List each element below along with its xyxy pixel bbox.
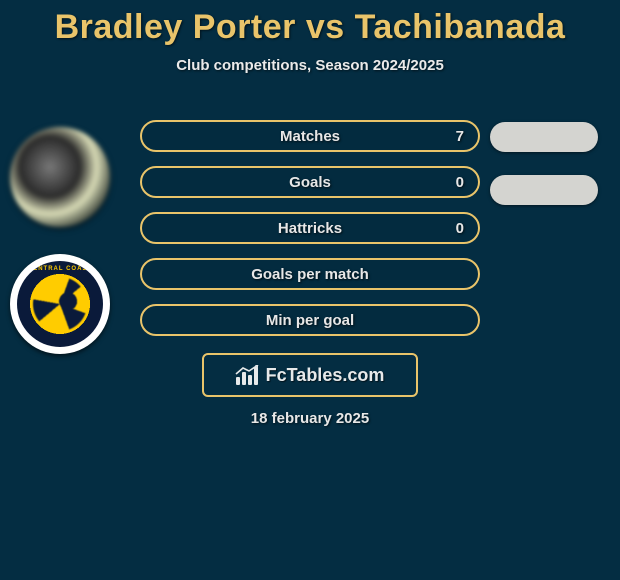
fctables-badge[interactable]: FcTables.com <box>202 353 418 397</box>
date-label: 18 february 2025 <box>0 410 620 427</box>
chart-icon <box>236 365 260 385</box>
stats-container: Matches 7 Goals 0 Hattricks 0 Goals per … <box>140 120 480 350</box>
stat-row-goals-per-match: Goals per match <box>140 258 480 290</box>
stat-label: Min per goal <box>142 312 478 329</box>
player2-club-badge: CENTRAL COAST <box>10 254 110 354</box>
stat-value-p1: 7 <box>456 128 464 145</box>
page-subtitle: Club competitions, Season 2024/2025 <box>0 57 620 74</box>
stat-row-matches: Matches 7 <box>140 120 480 152</box>
stat-label: Goals <box>142 174 478 191</box>
stat-row-min-per-goal: Min per goal <box>140 304 480 336</box>
stat-value-p1: 0 <box>456 220 464 237</box>
player1-avatar <box>10 127 110 227</box>
stat-value-p1: 0 <box>456 174 464 191</box>
player2-stat-bar-matches <box>490 122 598 152</box>
stat-label: Goals per match <box>142 266 478 283</box>
stat-row-goals: Goals 0 <box>140 166 480 198</box>
page-title: Bradley Porter vs Tachibanada <box>0 0 620 47</box>
player2-stat-bar-goals <box>490 175 598 205</box>
stat-label: Hattricks <box>142 220 478 237</box>
club-badge-text: CENTRAL COAST <box>17 266 103 272</box>
stat-row-hattricks: Hattricks 0 <box>140 212 480 244</box>
stat-label: Matches <box>142 128 478 145</box>
fctables-label: FcTables.com <box>266 365 385 386</box>
